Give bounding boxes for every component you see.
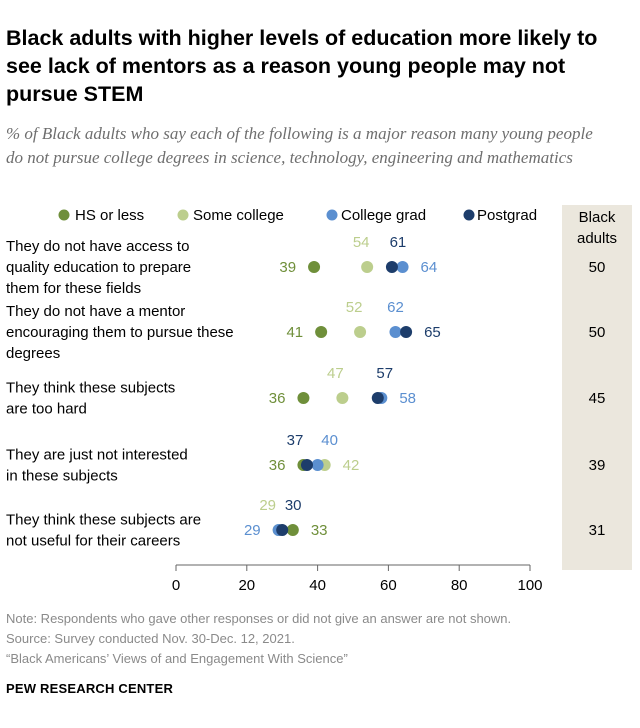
total-value: 50 — [589, 324, 606, 341]
data-dot-0 — [297, 392, 310, 404]
x-tick-label: 20 — [238, 577, 255, 594]
data-label-1: 29 — [259, 497, 276, 514]
chart-note: Note: Respondents who gave other respons… — [6, 611, 512, 626]
data-label-2: 58 — [399, 390, 416, 407]
total-value: 50 — [589, 259, 606, 276]
data-dot-3 — [400, 326, 413, 338]
category-label: encouraging them to pursue these — [6, 324, 234, 341]
total-value: 39 — [589, 457, 606, 474]
data-label-3: 61 — [390, 234, 407, 251]
category-label: quality education to prepare — [6, 259, 191, 276]
legend-label: College grad — [341, 207, 426, 224]
x-tick-label: 60 — [380, 577, 397, 594]
total-value: 45 — [589, 390, 606, 407]
data-label-2: 29 — [244, 522, 261, 539]
data-dot-3 — [300, 459, 313, 471]
legend-label: HS or less — [75, 207, 144, 224]
data-label-1: 54 — [353, 234, 370, 251]
data-dot-1 — [354, 326, 367, 338]
category-label: They do not have a mentor — [6, 303, 185, 320]
data-dot-2 — [311, 459, 324, 471]
category-label: They are just not interested — [6, 447, 188, 464]
category-label: They do not have access to — [6, 238, 189, 255]
data-dot-3 — [385, 261, 398, 273]
data-label-2: 40 — [321, 432, 338, 449]
data-dot-3 — [371, 392, 384, 404]
data-dot-1 — [361, 261, 374, 273]
data-dot-2 — [389, 326, 402, 338]
data-label-0: 36 — [269, 457, 286, 474]
total-column-header: adults — [577, 230, 617, 247]
data-dot-0 — [315, 326, 328, 338]
data-label-1: 52 — [346, 299, 363, 316]
x-tick-label: 80 — [451, 577, 468, 594]
legend-label: Some college — [193, 207, 284, 224]
data-label-3: 37 — [287, 432, 304, 449]
data-label-3: 65 — [424, 324, 441, 341]
legend-label: Postgrad — [477, 207, 537, 224]
category-label: They think these subjects are — [6, 512, 201, 529]
data-dot-0 — [308, 261, 321, 273]
data-dot-3 — [276, 524, 289, 536]
chart-subtitle: % of Black adults who say each of the fo… — [6, 124, 593, 167]
category-label: them for these fields — [6, 280, 141, 297]
category-label: are too hard — [6, 401, 87, 418]
total-value: 31 — [589, 522, 606, 539]
data-label-1: 42 — [343, 457, 360, 474]
chart-title: Black adults with higher levels of educa… — [6, 26, 598, 106]
data-dot-0 — [286, 524, 299, 536]
x-tick-label: 0 — [172, 577, 180, 594]
data-label-3: 30 — [285, 497, 302, 514]
total-column-bg — [562, 205, 632, 570]
data-dot-1 — [336, 392, 349, 404]
legend-marker-2 — [326, 209, 338, 221]
data-label-2: 64 — [421, 259, 438, 276]
chart-source: Source: Survey conducted Nov. 30-Dec. 12… — [6, 631, 295, 646]
legend-marker-0 — [58, 209, 70, 221]
category-label: degrees — [6, 345, 60, 362]
report-title: “Black Americans’ Views of and Engagemen… — [6, 651, 348, 666]
data-label-1: 47 — [327, 365, 344, 382]
data-label-0: 36 — [269, 390, 286, 407]
x-tick-label: 40 — [309, 577, 326, 594]
data-label-2: 62 — [387, 299, 404, 316]
legend-marker-3 — [463, 209, 475, 221]
data-label-0: 41 — [286, 324, 303, 341]
category-label: They think these subjects — [6, 380, 175, 397]
x-tick-label: 100 — [517, 577, 542, 594]
data-label-0: 39 — [279, 259, 296, 276]
data-dot-2 — [396, 261, 409, 273]
total-column-header: Black — [579, 209, 616, 226]
category-label: not useful for their careers — [6, 533, 180, 550]
legend-marker-1 — [177, 209, 189, 221]
category-label: in these subjects — [6, 468, 118, 485]
pew-logo-text: PEW RESEARCH CENTER — [6, 681, 174, 696]
data-label-3: 57 — [376, 365, 393, 382]
data-label-0: 33 — [311, 522, 328, 539]
